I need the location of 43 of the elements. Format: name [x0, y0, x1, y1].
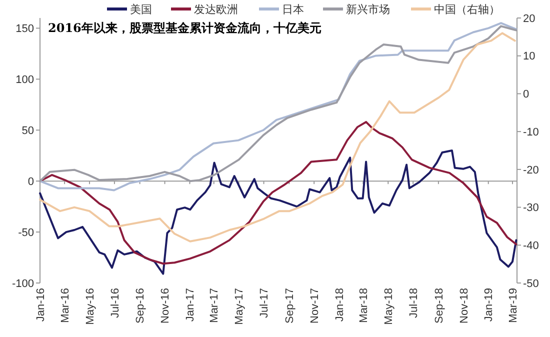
y-tick-label: 150 — [16, 23, 34, 36]
x-tick-label: Nov-18 — [458, 288, 470, 324]
x-tick-label: Mar-19 — [507, 288, 520, 323]
x-tick-label: Sep-17 — [284, 288, 296, 324]
x-tick-label: Nov-16 — [160, 288, 172, 324]
y-tick-label: 50 — [22, 124, 34, 137]
x-tick-label: May-18 — [382, 288, 395, 325]
y2-tick-label: -30 — [523, 202, 539, 214]
y2-tick-label: 20 — [523, 12, 536, 25]
y2-tick-label: 0 — [523, 88, 530, 101]
y2-tick-label: 10 — [523, 50, 536, 63]
x-tick-label: May-17 — [234, 288, 246, 325]
x-tick-label: Jan-17 — [184, 288, 197, 322]
y-tick-label: 0 — [28, 176, 34, 188]
x-tick-label: Jan-19 — [483, 288, 496, 322]
x-tick-label: Jan-18 — [334, 288, 346, 322]
y2-tick-label: -10 — [523, 126, 539, 138]
legend-label: 发达欧洲 — [194, 2, 238, 16]
x-tick-label: Mar-17 — [208, 288, 221, 323]
x-tick-label: Jan-16 — [34, 288, 47, 322]
line-series — [39, 32, 516, 242]
x-tick-label: Mar-16 — [59, 288, 72, 323]
y-tick-label: 100 — [16, 74, 34, 86]
legend-label: 日本 — [282, 2, 304, 16]
x-tick-label: Jul-18 — [408, 288, 420, 318]
y-tick-label: -50 — [18, 226, 34, 239]
line-series — [39, 150, 518, 275]
legend-label: 新兴市场 — [346, 2, 390, 16]
y2-tick-label: -50 — [523, 278, 539, 290]
x-tick-label: Nov-17 — [308, 288, 321, 324]
y2-tick-label: -20 — [523, 164, 539, 176]
x-tick-label: Sep-16 — [134, 288, 147, 324]
y-tick-label: -100 — [12, 278, 34, 290]
y2-tick-label: -40 — [523, 240, 539, 252]
x-tick-label: Sep-18 — [433, 288, 446, 324]
x-tick-label: May-16 — [84, 288, 96, 325]
x-tick-label: Mar-18 — [358, 288, 370, 323]
chart-title: 2016年以来，股票型基金累计资金流向，十亿美元 — [48, 21, 322, 35]
legend-label: 美国 — [130, 2, 152, 16]
x-tick-label: Jul-17 — [258, 288, 271, 318]
x-tick-label: Jul-16 — [109, 288, 122, 318]
legend-label: 中国（右轴） — [434, 2, 500, 16]
line-series — [39, 120, 518, 265]
